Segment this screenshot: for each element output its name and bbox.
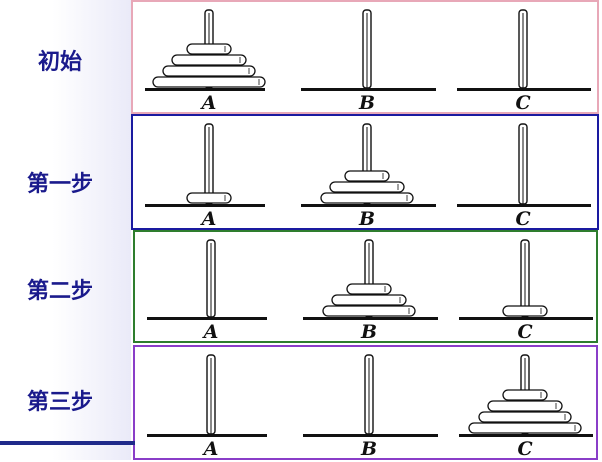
base-a (145, 88, 265, 91)
base-c (459, 317, 593, 320)
disk-b-1 (322, 305, 416, 317)
disk-c-3 (487, 400, 563, 412)
panel-step-3: A B C (133, 345, 598, 460)
base-b (301, 204, 436, 207)
row-label-step-3: 第三步 (26, 390, 93, 415)
peg-label-b: B (360, 321, 377, 343)
disk-b-3 (344, 170, 390, 182)
peg-label-c: C (517, 438, 532, 460)
peg-label-b: B (360, 438, 377, 460)
peg-label-c: C (515, 208, 530, 230)
peg-label-a: A (200, 92, 217, 114)
left-label-column (0, 0, 131, 460)
peg-label-a: A (200, 208, 217, 230)
disk-a-2 (162, 65, 256, 77)
base-b (303, 317, 438, 320)
panel-step-1: A B C (131, 114, 599, 230)
peg-label-a: A (202, 321, 219, 343)
base-c (457, 204, 591, 207)
base-a (147, 434, 267, 437)
peg-label-a: A (202, 438, 219, 460)
base-b (303, 434, 438, 437)
disk-b-1 (320, 192, 414, 204)
disk-a-1 (186, 192, 232, 204)
base-a (145, 204, 265, 207)
peg-label-b: B (358, 92, 375, 114)
disk-a-1 (152, 76, 266, 88)
panel-step-2: A B C (133, 230, 598, 343)
peg-label-c: C (515, 92, 530, 114)
peg-label-b: B (358, 208, 375, 230)
disk-a-3 (171, 54, 247, 66)
base-a (147, 317, 267, 320)
base-b (301, 88, 436, 91)
bottom-accent-line (0, 441, 135, 445)
panel-initial: A B C (131, 0, 599, 114)
row-label-initial: 初始 (37, 50, 82, 75)
peg-label-c: C (517, 321, 532, 343)
row-label-step-1: 第一步 (26, 172, 93, 197)
disk-c-2 (478, 411, 572, 423)
base-c (459, 434, 593, 437)
row-label-step-2: 第二步 (26, 279, 93, 304)
disk-c-4 (502, 389, 548, 401)
disk-c-1 (468, 422, 582, 434)
disk-a-4 (186, 43, 232, 55)
disk-b-2 (331, 294, 407, 306)
disk-c-1 (502, 305, 548, 317)
disk-b-3 (346, 283, 392, 295)
disk-b-2 (329, 181, 405, 193)
base-c (457, 88, 591, 91)
